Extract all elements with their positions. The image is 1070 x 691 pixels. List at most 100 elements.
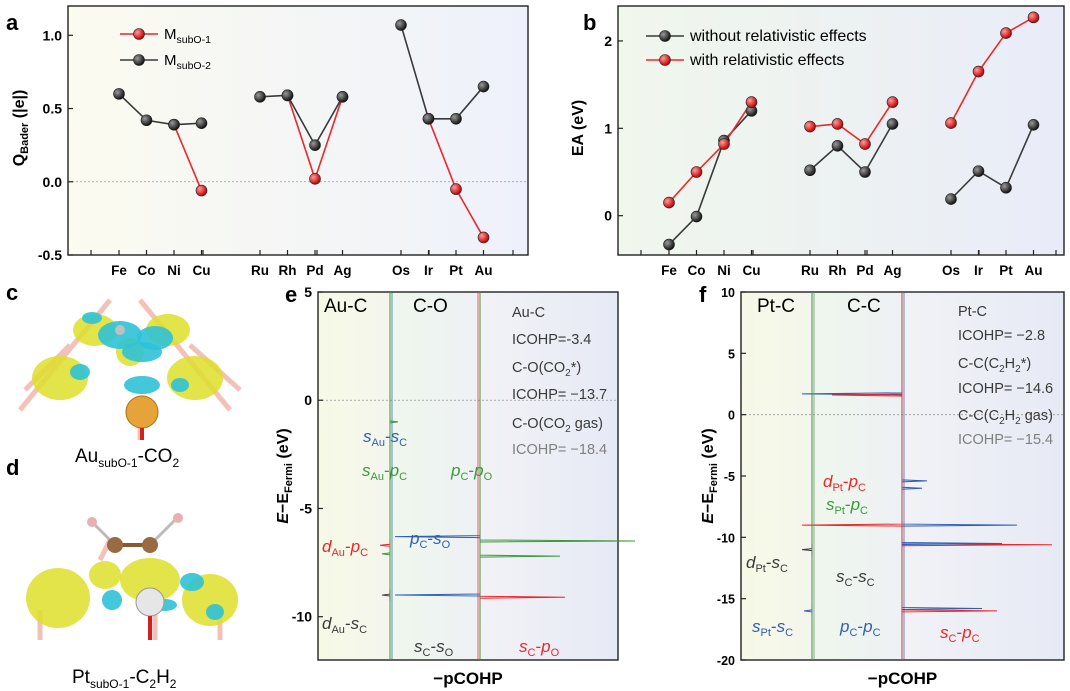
plot-area-e <box>317 291 619 661</box>
xtick-label-b: Ni <box>717 263 731 278</box>
ytick-label-f: 0 <box>728 409 735 423</box>
xtick-label-a: Ag <box>334 263 352 278</box>
xtick-label-b: Ir <box>974 263 984 278</box>
xtick-label-a: Pt <box>449 263 463 278</box>
panel-letter-f: f <box>699 282 707 307</box>
ytick-label-e: -5 <box>300 500 313 516</box>
ytick-label-a: -0.5 <box>38 247 62 263</box>
data-point-b <box>1000 181 1012 194</box>
charge-lobe-cyan <box>180 573 204 591</box>
xtick-label-b: Rh <box>829 263 847 278</box>
series-line-b <box>809 123 894 174</box>
data-point-a <box>395 19 407 31</box>
icohp-info-f: ICOHP= −2.8 <box>958 328 1045 344</box>
data-point-b <box>663 238 675 251</box>
panel-letter-a: a <box>6 10 19 35</box>
charge-lobe-cyan <box>206 604 224 620</box>
series-line-a <box>173 124 203 191</box>
orbital-annotation-f: dPt-sC <box>746 553 788 575</box>
data-point-b <box>745 96 758 108</box>
ytick-label-b: 0 <box>604 208 612 224</box>
data-point-b <box>945 117 957 129</box>
orbital-annotation-e: sC-pO <box>519 637 560 659</box>
structure-c <box>18 298 242 440</box>
ytick-label-f: -10 <box>717 531 735 545</box>
x-axis-label-f: −pCOHP <box>868 669 937 688</box>
ytick-label-e: -10 <box>292 609 312 625</box>
ytick-label-e: 0 <box>304 392 312 408</box>
ytick-label-a: 0.5 <box>43 101 63 117</box>
xtick-label-b: Fe <box>661 263 677 278</box>
hydrogen-atom <box>87 517 97 527</box>
data-point-b <box>972 165 985 177</box>
series-line-b <box>950 16 1034 124</box>
icohp-info-f: C-C(C2H2*) <box>958 356 1031 375</box>
data-point-b <box>886 118 899 130</box>
data-point-b <box>1027 11 1040 24</box>
panel-letter-e: e <box>285 282 297 307</box>
icohp-info-e: ICOHP=-3.4 <box>512 332 591 348</box>
au-atom <box>125 395 159 429</box>
series-line-a <box>400 24 485 120</box>
orbital-annotation-e: pC-pO <box>450 461 493 483</box>
icohp-info-e: ICOHP= −18.4 <box>512 442 607 458</box>
orbital-annotation-e: dAu-sC <box>322 614 367 636</box>
orbital-annotation-e: sAu-pC <box>362 461 407 483</box>
legend-marker-a <box>133 54 145 66</box>
column-title-e: C-O <box>413 296 448 317</box>
xtick-label-b: Pt <box>999 263 1013 278</box>
data-point-b <box>690 210 703 223</box>
xtick-label-b: Pd <box>856 263 873 278</box>
panel-letter-b: b <box>583 10 596 35</box>
column-title-f: C-C <box>847 296 881 317</box>
data-point-b <box>1027 119 1040 131</box>
carbon-atom <box>142 537 158 553</box>
xtick-label-b: Cu <box>743 263 761 278</box>
plot-region-f <box>741 292 812 660</box>
ytick-label-e: 5 <box>304 284 312 300</box>
icohp-info-f: ICOHP= −14.6 <box>958 381 1053 397</box>
data-point-b <box>886 96 899 108</box>
charge-lobe-yellow <box>26 568 90 628</box>
plot-region-f <box>902 292 1064 660</box>
data-point-b <box>972 65 985 78</box>
data-point-a <box>422 112 435 125</box>
xtick-label-b: Ru <box>801 263 819 278</box>
data-point-b <box>831 118 844 130</box>
ytick-label-b: 2 <box>604 33 612 49</box>
plot-region-e <box>480 292 618 660</box>
data-point-b <box>1000 27 1012 39</box>
charge-lobe-cyan <box>171 378 189 392</box>
xtick-label-a: Ir <box>424 263 434 278</box>
y-axis-label-e: E−EFermi (eV) <box>275 428 295 523</box>
data-point-b <box>859 166 871 178</box>
data-point-a <box>450 112 462 125</box>
xtick-label-a: Ru <box>251 263 269 278</box>
y-axis-label-f: E−EFermi (eV) <box>700 428 720 523</box>
data-point-a <box>336 91 349 103</box>
series-line-b <box>668 110 753 246</box>
data-point-a <box>477 80 490 93</box>
series-line-a <box>259 94 344 147</box>
ytick-label-f: 10 <box>721 286 735 300</box>
charge-lobe-cyan <box>82 312 102 324</box>
xtick-label-a: Os <box>392 263 410 278</box>
legend-label-b: with relativistic effects <box>689 52 844 69</box>
xtick-label-b: Os <box>942 263 960 278</box>
y-axis-label-b: EA (eV) <box>570 100 587 156</box>
data-point-a <box>450 183 462 195</box>
data-point-b <box>859 138 871 150</box>
xtick-label-a: Co <box>138 263 156 278</box>
legend-marker-a <box>133 28 145 40</box>
icohp-info-f: C-C(C2H2 gas) <box>958 408 1053 427</box>
xtick-label-a: Pd <box>306 263 323 278</box>
icohp-info-e: ICOHP= −13.7 <box>512 387 607 403</box>
xtick-label-a: Rh <box>279 263 297 278</box>
legend-marker-b <box>659 30 671 42</box>
data-point-a <box>195 184 208 197</box>
orbital-annotation-f: sC-pC <box>940 623 980 645</box>
x-axis-label-e: −pCOHP <box>433 669 502 688</box>
xtick-label-a: Fe <box>111 263 127 278</box>
data-point-a <box>195 117 208 129</box>
